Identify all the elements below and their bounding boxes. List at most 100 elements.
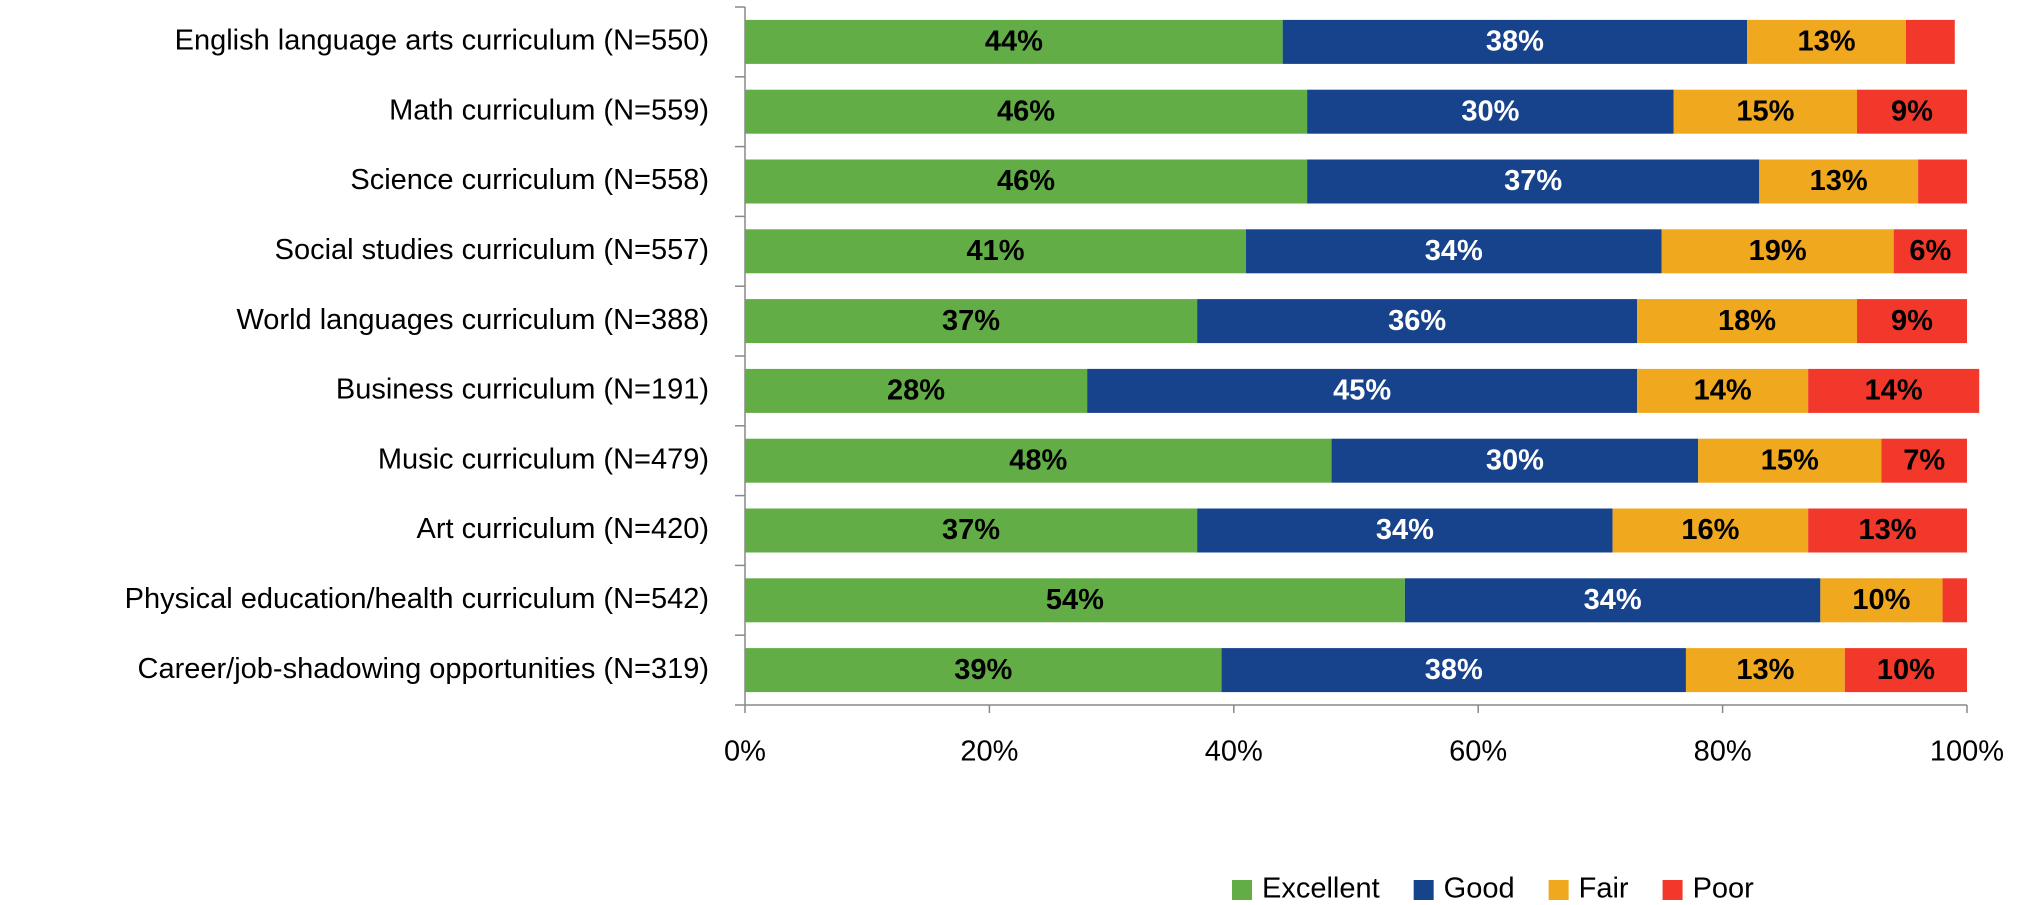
bar-segment bbox=[1808, 508, 1967, 553]
category-label: Math curriculum (N=559) bbox=[389, 94, 709, 126]
data-label: 36% bbox=[1388, 305, 1446, 337]
bar-segment bbox=[1808, 368, 1980, 413]
data-label: 10% bbox=[1852, 584, 1910, 616]
data-label: 34% bbox=[1376, 514, 1434, 546]
category-label: Art curriculum (N=420) bbox=[417, 513, 710, 545]
data-label: 41% bbox=[966, 235, 1024, 267]
x-tick-label: 40% bbox=[1205, 736, 1263, 768]
x-tick-label: 0% bbox=[724, 736, 766, 768]
bar-segment bbox=[1661, 229, 1894, 274]
data-label: 9% bbox=[1891, 305, 1933, 337]
data-label: 37% bbox=[942, 514, 1000, 546]
legend-swatch bbox=[1232, 880, 1252, 900]
bar-segment bbox=[1918, 159, 1967, 204]
legend-swatch bbox=[1662, 880, 1683, 900]
bar-segment bbox=[1893, 229, 1967, 274]
bar-segment bbox=[1942, 578, 1967, 623]
legend-swatch bbox=[1413, 880, 1434, 900]
bar-segment bbox=[1905, 19, 1955, 64]
category-label: Music curriculum (N=479) bbox=[378, 443, 709, 475]
bar-segment bbox=[1857, 299, 1967, 344]
data-label: 6% bbox=[1909, 235, 1951, 267]
legend-label: Poor bbox=[1693, 873, 1755, 905]
data-label: 19% bbox=[1749, 235, 1807, 267]
bar-segment bbox=[1221, 648, 1686, 693]
legend-label: Excellent bbox=[1262, 873, 1380, 905]
data-label: 39% bbox=[954, 654, 1012, 686]
data-label: 13% bbox=[1797, 26, 1855, 58]
bar-segment bbox=[1246, 229, 1662, 274]
data-label: 37% bbox=[1504, 165, 1562, 197]
bar-segment bbox=[1197, 508, 1613, 553]
bar-segment bbox=[1673, 89, 1858, 134]
x-tick-label: 100% bbox=[1930, 736, 2004, 768]
data-label: 16% bbox=[1681, 514, 1739, 546]
data-label: 46% bbox=[997, 95, 1055, 127]
data-label: 34% bbox=[1584, 584, 1642, 616]
bar-segment bbox=[1307, 159, 1760, 204]
data-label: 37% bbox=[942, 305, 1000, 337]
bar-segment bbox=[745, 89, 1308, 134]
data-label: 18% bbox=[1718, 305, 1776, 337]
bar-segment bbox=[1747, 19, 1906, 64]
bar-segment bbox=[1404, 578, 1821, 623]
x-tick-label: 60% bbox=[1449, 736, 1507, 768]
category-label: Social studies curriculum (N=557) bbox=[275, 234, 709, 266]
data-label: 46% bbox=[997, 165, 1055, 197]
data-label: 10% bbox=[1877, 654, 1935, 686]
bar-segment bbox=[745, 299, 1198, 344]
bar-segment bbox=[1282, 19, 1748, 64]
bar-segment bbox=[745, 508, 1198, 553]
data-label: 9% bbox=[1891, 95, 1933, 127]
legend-label: Good bbox=[1444, 873, 1515, 905]
bar-segment bbox=[745, 159, 1308, 204]
data-label: 44% bbox=[985, 26, 1043, 58]
x-tick-label: 20% bbox=[960, 736, 1018, 768]
bar-segment bbox=[1612, 508, 1809, 553]
bar-segment bbox=[1331, 438, 1699, 483]
data-label: 54% bbox=[1046, 584, 1104, 616]
x-tick-label: 80% bbox=[1694, 736, 1752, 768]
bar-segment bbox=[1857, 89, 1967, 134]
data-label: 7% bbox=[1903, 444, 1945, 476]
category-label: Career/job-shadowing opportunities (N=31… bbox=[138, 653, 709, 685]
data-label: 30% bbox=[1461, 95, 1519, 127]
data-label: 28% bbox=[887, 375, 945, 407]
data-label: 38% bbox=[1486, 26, 1544, 58]
category-label: World languages curriculum (N=388) bbox=[236, 304, 709, 336]
bar-segment bbox=[745, 229, 1247, 274]
data-label: 30% bbox=[1486, 444, 1544, 476]
data-label: 15% bbox=[1761, 444, 1819, 476]
bar-segment bbox=[1820, 578, 1943, 623]
legend-label: Fair bbox=[1579, 873, 1629, 905]
bar-segment bbox=[745, 578, 1405, 623]
bar-segment bbox=[1881, 438, 1967, 483]
data-label: 48% bbox=[1009, 444, 1067, 476]
bar-segment bbox=[1637, 368, 1809, 413]
bar-segment bbox=[1197, 299, 1638, 344]
data-label: 38% bbox=[1425, 654, 1483, 686]
category-label: Physical education/health curriculum (N=… bbox=[125, 583, 709, 615]
bar-segment bbox=[745, 438, 1332, 483]
bar-segment bbox=[1759, 159, 1919, 204]
data-label: 13% bbox=[1736, 654, 1794, 686]
category-label: Science curriculum (N=558) bbox=[350, 164, 709, 196]
bar-segment bbox=[1685, 648, 1845, 693]
bar-segment bbox=[1087, 368, 1638, 413]
legend-swatch bbox=[1548, 880, 1569, 900]
category-label: English language arts curriculum (N=550) bbox=[175, 25, 709, 57]
data-label: 45% bbox=[1333, 375, 1391, 407]
bar-segment bbox=[1698, 438, 1882, 483]
data-label: 13% bbox=[1810, 165, 1868, 197]
data-label: 14% bbox=[1865, 375, 1923, 407]
bar-segment bbox=[1844, 648, 1967, 693]
bar-segment bbox=[1307, 89, 1674, 134]
data-label: 13% bbox=[1859, 514, 1917, 546]
data-label: 15% bbox=[1736, 95, 1794, 127]
data-label: 14% bbox=[1694, 375, 1752, 407]
bar-segment bbox=[745, 19, 1283, 64]
data-label: 34% bbox=[1425, 235, 1483, 267]
bar-segment bbox=[745, 648, 1222, 693]
bar-segment bbox=[1637, 299, 1858, 344]
